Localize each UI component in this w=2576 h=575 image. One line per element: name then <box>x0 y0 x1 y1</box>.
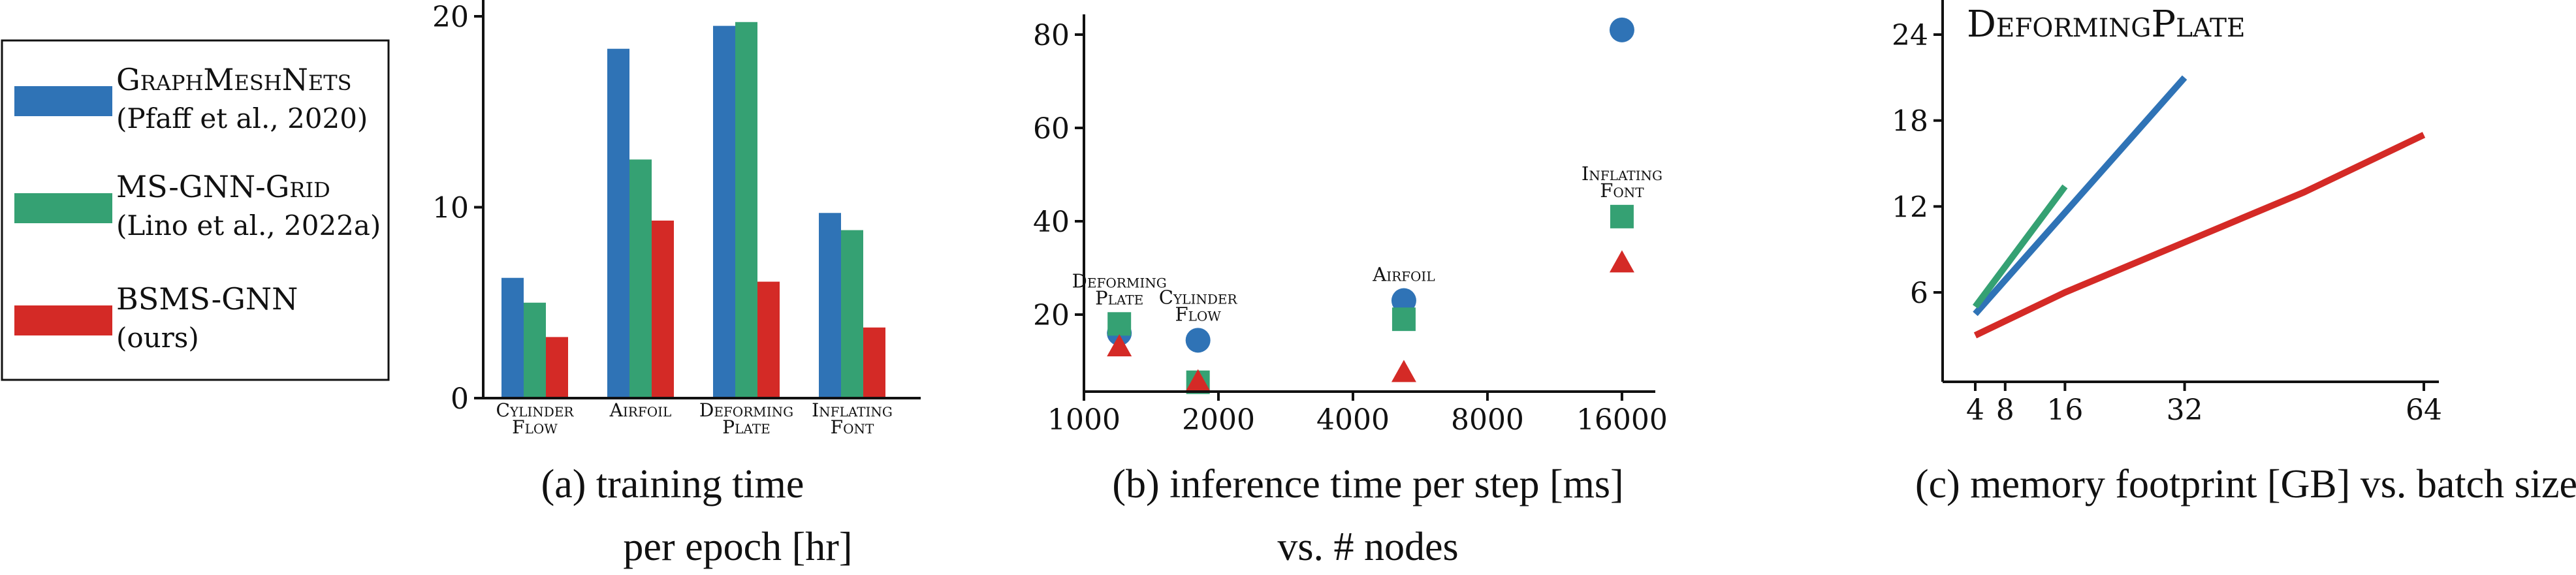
point-airfoil-ms-gnn-grid <box>1391 307 1416 332</box>
bar-inflating-font-bsms-gnn <box>863 327 885 398</box>
x-tick-label-inflating-font: Font <box>831 416 874 438</box>
point-airfoil-bsms-gnn <box>1391 360 1416 382</box>
point-cylinder-flow-graphmeshnets <box>1185 328 1211 353</box>
panel-c-title: DeformingPlate <box>1967 3 2245 46</box>
point-inflating-font-bsms-gnn <box>1609 250 1634 273</box>
bar-cylinder-flow-graphmeshnets <box>501 277 524 398</box>
bar-cylinder-flow-ms-gnn-grid <box>524 302 546 398</box>
x-tick-label-16: 16 <box>2046 394 2083 427</box>
bar-deforming-plate-ms-gnn-grid <box>735 22 757 398</box>
x-tick-label-4: 4 <box>1966 394 1984 427</box>
bar-deforming-plate-graphmeshnets <box>713 25 735 398</box>
y-tick-label-40: 40 <box>1033 206 1070 239</box>
panel-b-caption-line2: vs. # nodes <box>1277 525 1458 569</box>
bar-inflating-font-graphmeshnets <box>819 213 841 398</box>
x-tick-label-16000: 16000 <box>1576 403 1668 437</box>
x-tick-label-deforming-plate: Deforming <box>699 399 793 421</box>
y-tick-label-0: 0 <box>451 382 469 416</box>
x-tick-label-2000: 2000 <box>1182 403 1255 437</box>
y-tick-label-60: 60 <box>1033 112 1070 146</box>
bar-inflating-font-ms-gnn-grid <box>841 230 863 398</box>
point-deforming-plate-ms-gnn-grid <box>1107 312 1132 336</box>
x-tick-label-cylinder-flow: Flow <box>512 416 558 438</box>
y-tick-label-18: 18 <box>1892 105 1928 138</box>
annotation-cylinder-flow: Flow <box>1175 303 1221 325</box>
x-tick-label-cylinder-flow: Cylinder <box>496 399 574 421</box>
panel-a-bars <box>501 22 885 399</box>
y-tick-label-80: 80 <box>1033 19 1070 52</box>
annotation-deforming-plate: Plate <box>1095 287 1143 309</box>
point-inflating-font-graphmeshnets <box>1609 17 1634 42</box>
x-tick-label-8: 8 <box>1996 394 2014 427</box>
panel-a-caption-line1: (a) training time <box>541 462 804 506</box>
legend-cite-ms-gnn-grid: (Lino et al., 2022a) <box>116 210 381 241</box>
y-tick-label-12: 12 <box>1892 191 1928 224</box>
line-bsms-gnn <box>1973 132 2426 339</box>
legend: GraphMeshNets (Pfaff et al., 2020) MS-GN… <box>1 39 390 381</box>
point-cylinder-flow-bsms-gnn <box>1185 369 1211 392</box>
x-tick-label-deforming-plate: Plate <box>722 416 770 438</box>
panel-c-lines <box>1972 75 2426 339</box>
point-inflating-font-ms-gnn-grid <box>1610 204 1634 228</box>
x-tick-label-4000: 4000 <box>1316 403 1390 437</box>
legend-name-graphmeshnets: GraphMeshNets <box>116 62 352 97</box>
y-tick-label-20: 20 <box>1033 299 1070 332</box>
panel-b-ticks: 1000 2000 4000 8000 16000 20 40 60 80 <box>1033 19 1668 437</box>
legend-name-bsms-gnn: BSMS-GNN <box>116 281 298 317</box>
line-graphmeshnets <box>1973 75 2187 317</box>
point-deforming-plate-bsms-gnn <box>1107 334 1132 357</box>
annotation-airfoil: Airfoil <box>1372 264 1435 286</box>
annotation-inflating-font: Font <box>1600 179 1644 202</box>
panel-b-caption-line1: (b) inference time per step [ms] <box>1112 462 1623 506</box>
legend-swatch-graphmeshnets <box>14 86 112 116</box>
bar-cylinder-flow-bsms-gnn <box>546 337 568 398</box>
bar-deforming-plate-bsms-gnn <box>757 281 780 398</box>
x-tick-label-airfoil: Airfoil <box>609 399 672 421</box>
legend-swatch-bsms-gnn <box>14 305 112 335</box>
x-tick-label-8000: 8000 <box>1451 403 1524 437</box>
panel-c-ticks: 4 8 16 32 64 6 12 18 24 <box>1892 19 2442 427</box>
legend-swatch-ms-gnn-grid <box>14 193 112 223</box>
legend-name-ms-gnn-grid: MS-GNN-Grid <box>116 169 330 204</box>
y-tick-label-10: 10 <box>432 192 469 225</box>
x-tick-label-32: 32 <box>2167 394 2203 427</box>
panel-c-line-chart: 4 8 16 32 64 6 12 18 24 DeformingPlate (c) memor… <box>1892 0 2576 506</box>
x-tick-label-1000: 1000 <box>1047 403 1121 437</box>
annotation-deforming-plate: Deforming <box>1072 270 1167 292</box>
x-tick-label-64: 64 <box>2406 394 2442 427</box>
bar-airfoil-ms-gnn-grid <box>629 159 652 398</box>
y-tick-label-6: 6 <box>1910 277 1928 310</box>
panel-c-caption: (c) memory footprint [GB] vs. batch size <box>1915 462 2576 506</box>
point-airfoil-graphmeshnets <box>1391 288 1416 313</box>
line-ms-gnn-grid <box>1972 184 2068 309</box>
annotation-cylinder-flow: Cylinder <box>1159 286 1238 308</box>
bar-airfoil-graphmeshnets <box>607 48 629 399</box>
legend-cite-bsms-gnn: (ours) <box>116 322 199 354</box>
bar-airfoil-bsms-gnn <box>652 220 674 398</box>
y-tick-label-20: 20 <box>432 1 469 34</box>
x-tick-label-inflating-font: Inflating <box>812 399 893 421</box>
annotation-inflating-font: Inflating <box>1582 163 1662 185</box>
legend-cite-graphmeshnets: (Pfaff et al., 2020) <box>116 102 368 134</box>
y-tick-label-24: 24 <box>1892 19 1928 52</box>
panel-a-caption-line2: per epoch [hr] <box>623 525 852 569</box>
